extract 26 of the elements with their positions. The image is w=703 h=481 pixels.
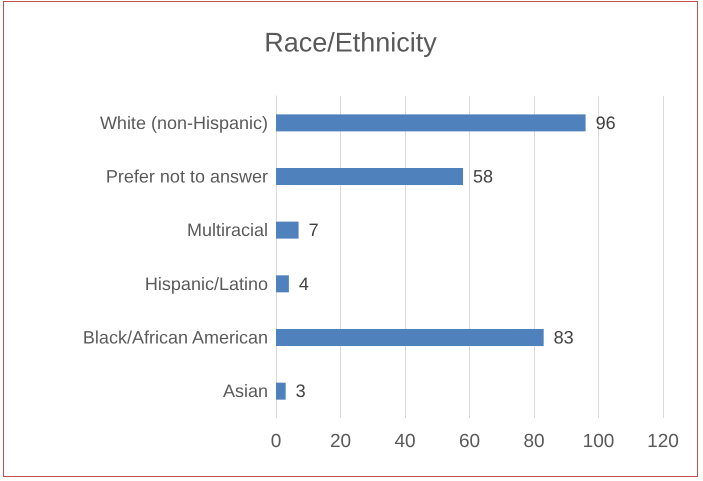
data-label: 3 (296, 381, 306, 402)
bar (276, 275, 289, 292)
bar (276, 382, 286, 400)
x-tick-label: 40 (394, 431, 416, 452)
x-tick-label: 120 (647, 431, 679, 452)
y-tick-label: Prefer not to answer (106, 166, 268, 186)
x-tick-label: 100 (582, 431, 614, 452)
y-tick-label: Hispanic/Latino (144, 274, 268, 294)
y-tick-label: White (non-Hispanic) (100, 112, 268, 133)
data-label: 7 (308, 220, 319, 240)
x-tick-label: 80 (523, 431, 545, 452)
data-label: 58 (473, 166, 494, 186)
x-tick-label: 20 (330, 431, 352, 452)
bar (276, 222, 299, 239)
data-label: 96 (596, 112, 616, 133)
bar (276, 329, 544, 346)
y-tick-label: Multiracial (186, 220, 268, 240)
y-tick-label: Black/African American (82, 328, 268, 348)
x-tick-label: 60 (458, 431, 480, 452)
data-label: 83 (554, 328, 574, 348)
data-label: 4 (298, 274, 309, 294)
y-tick-label: Asian (222, 381, 268, 402)
bar (276, 168, 464, 185)
chart-title: Race/Ethnicity (264, 28, 438, 58)
bar (276, 114, 586, 132)
x-tick-label: 0 (270, 431, 282, 452)
